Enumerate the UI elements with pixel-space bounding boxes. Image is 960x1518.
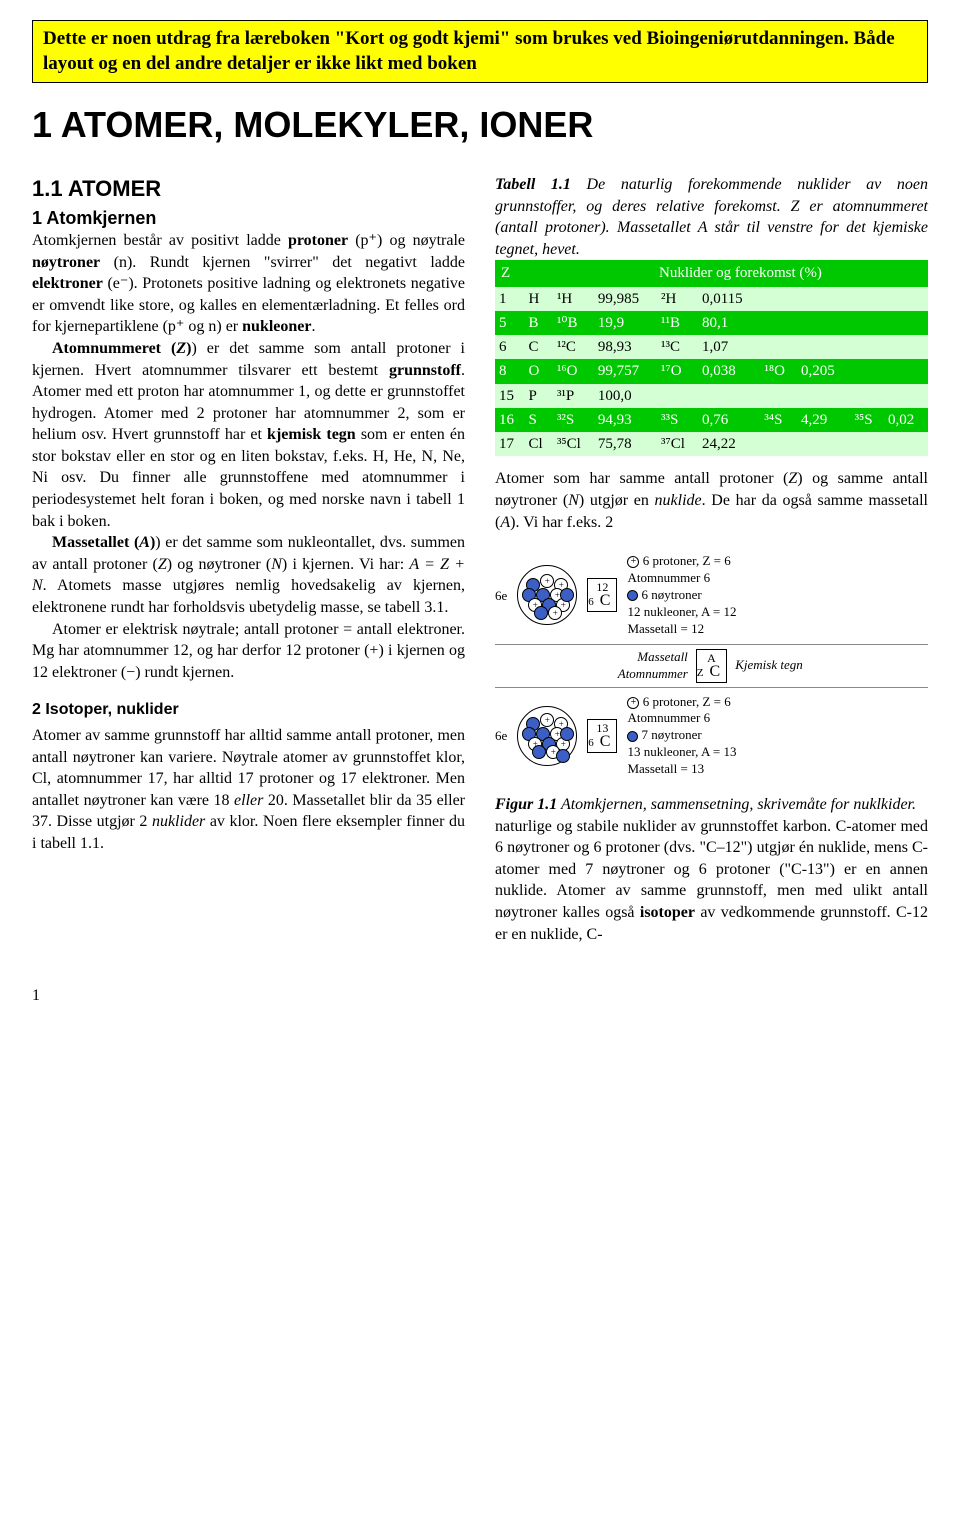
- table-row: 1H¹H99,985²H0,0115: [495, 287, 928, 311]
- table-row: 5B¹⁰B19,9¹¹B80,1: [495, 311, 928, 335]
- para-naturlige-nuklider: naturlige og stabile nuklider av grunnst…: [495, 816, 928, 946]
- th-nuklider: Nuklider og forekomst (%): [553, 260, 928, 286]
- table-caption: Tabell 1.1 De naturlig forekommende nukl…: [495, 174, 928, 260]
- page-number: 1: [32, 985, 928, 1007]
- table-row: 6C¹²C98,93¹³C1,07: [495, 335, 928, 359]
- isotope-label-c13: 13 6C: [587, 719, 617, 753]
- subsection-atomkjernen: 1 Atomkjernen: [32, 206, 465, 230]
- electron-count-13: 6e: [495, 727, 507, 745]
- figure-text-c13: + 6 protoner, Z = 6 Atomnummer 6 7 nøytr…: [627, 694, 736, 778]
- para-atomnummer: Atomnummeret (Z)) er det samme som antal…: [32, 338, 465, 532]
- nucleus-c12: + + + + + +: [517, 565, 577, 625]
- table-header-row: Z Nuklider og forekomst (%): [495, 260, 928, 286]
- subsection-isotoper: 2 Isotoper, nuklider: [32, 699, 465, 721]
- table-row: 8O¹⁶O99,757¹⁷O0,038¹⁸O0,205: [495, 359, 928, 383]
- para-nuklide: Atomer som har samme antall protoner (Z)…: [495, 468, 928, 533]
- nuklide-table: Z Nuklider og forekomst (%) 1H¹H99,985²H…: [495, 260, 928, 456]
- table-row: 16S³²S94,93³³S0,76³⁴S4,29³⁵S0,02: [495, 408, 928, 432]
- disclaimer-text: Dette er noen utdrag fra læreboken "Kort…: [43, 27, 917, 76]
- right-column: Tabell 1.1 De naturlig forekommende nukl…: [495, 174, 928, 945]
- nucleus-c13: + + + + + +: [517, 706, 577, 766]
- figure-row-c13: 6e + + + + + + 13: [495, 688, 928, 784]
- para-massetall: Massetallet (A)) er det samme som nukleo…: [32, 532, 465, 618]
- disclaimer-box: Dette er noen utdrag fra læreboken "Kort…: [32, 20, 928, 83]
- table-row: 15P³¹P100,0: [495, 384, 928, 408]
- para-isotoper: Atomer av samme grunnstoff har alltid sa…: [32, 725, 465, 855]
- table-row: 17Cl³⁵Cl75,78³⁷Cl24,22: [495, 432, 928, 456]
- isotope-label-c12: 12 6C: [587, 578, 617, 612]
- figure-row-notation: Massetall Atomnummer A ZC Kjemisk tegn: [495, 645, 928, 688]
- figure-caption: Figur 1.1 Atomkjernen, sammensetning, sk…: [495, 794, 928, 816]
- para-neutral: Atomer er elektrisk nøytrale; antall pro…: [32, 619, 465, 684]
- figure-text-c12: + 6 protoner, Z = 6 Atomnummer 6 6 nøytr…: [627, 553, 736, 637]
- notation-box: A ZC: [696, 649, 727, 683]
- page-title: 1 ATOMER, MOLEKYLER, IONER: [32, 101, 928, 150]
- figure-1-1: 6e + + + + + + 12 6C: [495, 547, 928, 784]
- electron-count-12: 6e: [495, 587, 507, 605]
- section-1-1-heading: 1.1 ATOMER: [32, 174, 465, 204]
- para-atomkjernen-1: Atomkjernen består av positivt ladde pro…: [32, 230, 465, 338]
- left-column: 1.1 ATOMER 1 Atomkjernen Atomkjernen bes…: [32, 174, 465, 945]
- figure-row-c12: 6e + + + + + + 12 6C: [495, 547, 928, 644]
- content-columns: 1.1 ATOMER 1 Atomkjernen Atomkjernen bes…: [32, 174, 928, 945]
- th-z: Z: [495, 260, 524, 286]
